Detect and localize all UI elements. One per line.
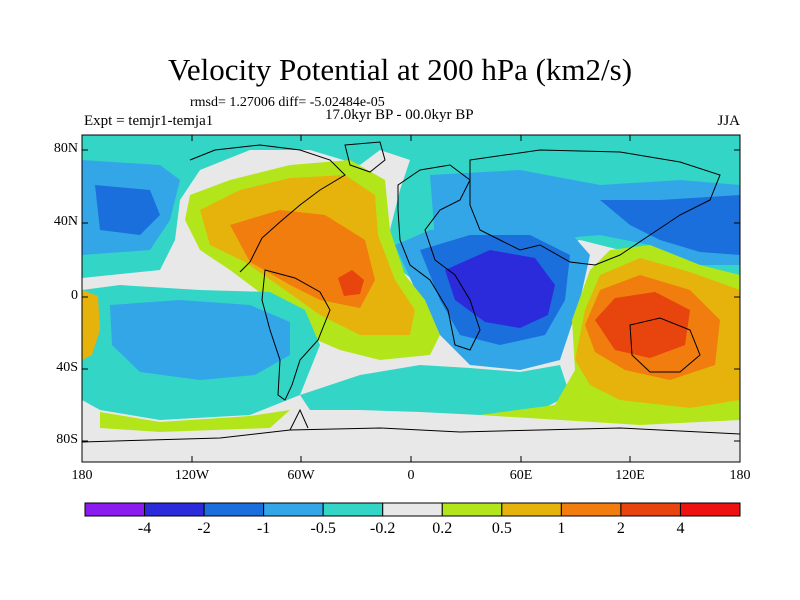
experiment-label: Expt = temjr1-temja1 [84, 113, 214, 129]
east-pacific-positive [82, 290, 100, 360]
season-label: JJA [717, 113, 740, 129]
lat-tick-80n: 80N [53, 141, 78, 156]
antarctic-peninsula [289, 408, 309, 431]
atlantic-positive-peak [338, 270, 364, 296]
colorbar-tick-label: -2 [197, 520, 211, 537]
tick-marks [82, 135, 740, 462]
colorbar-swatch [263, 502, 324, 517]
colorbar-tick-label: -0.2 [370, 520, 396, 537]
chart-title: Velocity Potential at 200 hPa (km2/s) [167, 52, 633, 87]
west-pacific-negative-strong [600, 195, 740, 255]
colorbar-tick-label: 1 [557, 520, 566, 537]
colorbar-swatch [144, 502, 205, 517]
north-america-coast [189, 144, 346, 273]
colorbar-swatch [203, 502, 265, 517]
colorbar-swatch [679, 502, 741, 517]
colorbar-swatch [560, 502, 622, 517]
colorbar-tick-label: -4 [137, 520, 152, 537]
south-pacific-negative-mid [110, 300, 290, 380]
colorbar-tick-label: 0.2 [432, 520, 453, 537]
colorbar-swatch [501, 502, 562, 517]
lon-tick-60w: 60W [287, 468, 315, 483]
lon-tick-120w: 120W [174, 468, 210, 483]
antarctica-coast [82, 427, 740, 443]
asia-coast [469, 149, 721, 266]
lat-tick-40s: 40S [56, 360, 78, 375]
north-pacific-negative-strong [95, 185, 160, 235]
coastlines [82, 141, 740, 443]
antarctic-positive-band [100, 410, 290, 432]
south-america-coast [261, 269, 331, 401]
colorbar-tick-label: -0.5 [310, 520, 336, 537]
colorbar [84, 502, 741, 517]
southern-ocean-negative [300, 365, 570, 415]
colorbar-tick-label: 2 [616, 520, 625, 537]
colorbar-tick-label: 0.5 [491, 520, 512, 537]
colorbar-swatch [84, 502, 146, 517]
greenland-coast [344, 141, 386, 173]
australia-coast [629, 317, 701, 373]
colorbar-swatch [382, 502, 443, 517]
colorbar-tick-label: -1 [256, 520, 271, 537]
lat-tick-0: 0 [71, 288, 78, 303]
period-label: 17.0kyr BP - 00.0kyr BP [325, 107, 474, 123]
lon-tick-180w: 180 [71, 468, 93, 483]
rmsd-diff-label: rmsd= 1.27006 diff= -5.02484e-05 [190, 95, 385, 110]
lat-tick-40n: 40N [53, 214, 78, 229]
lon-tick-60e: 60E [509, 468, 533, 483]
lat-tick-80s: 80S [56, 432, 78, 447]
colorbar-swatch [620, 502, 681, 517]
west-pacific-positive-peak [595, 292, 690, 358]
colorbar-tick-label: 4 [676, 520, 685, 537]
lon-tick-180e: 180 [729, 468, 751, 483]
northern-negative-band [82, 135, 740, 285]
contour-fill [82, 135, 740, 462]
lon-tick-0: 0 [407, 468, 415, 483]
colorbar-swatch [441, 502, 503, 517]
lon-tick-120e: 120E [615, 468, 645, 483]
colorbar-swatch [322, 502, 384, 517]
